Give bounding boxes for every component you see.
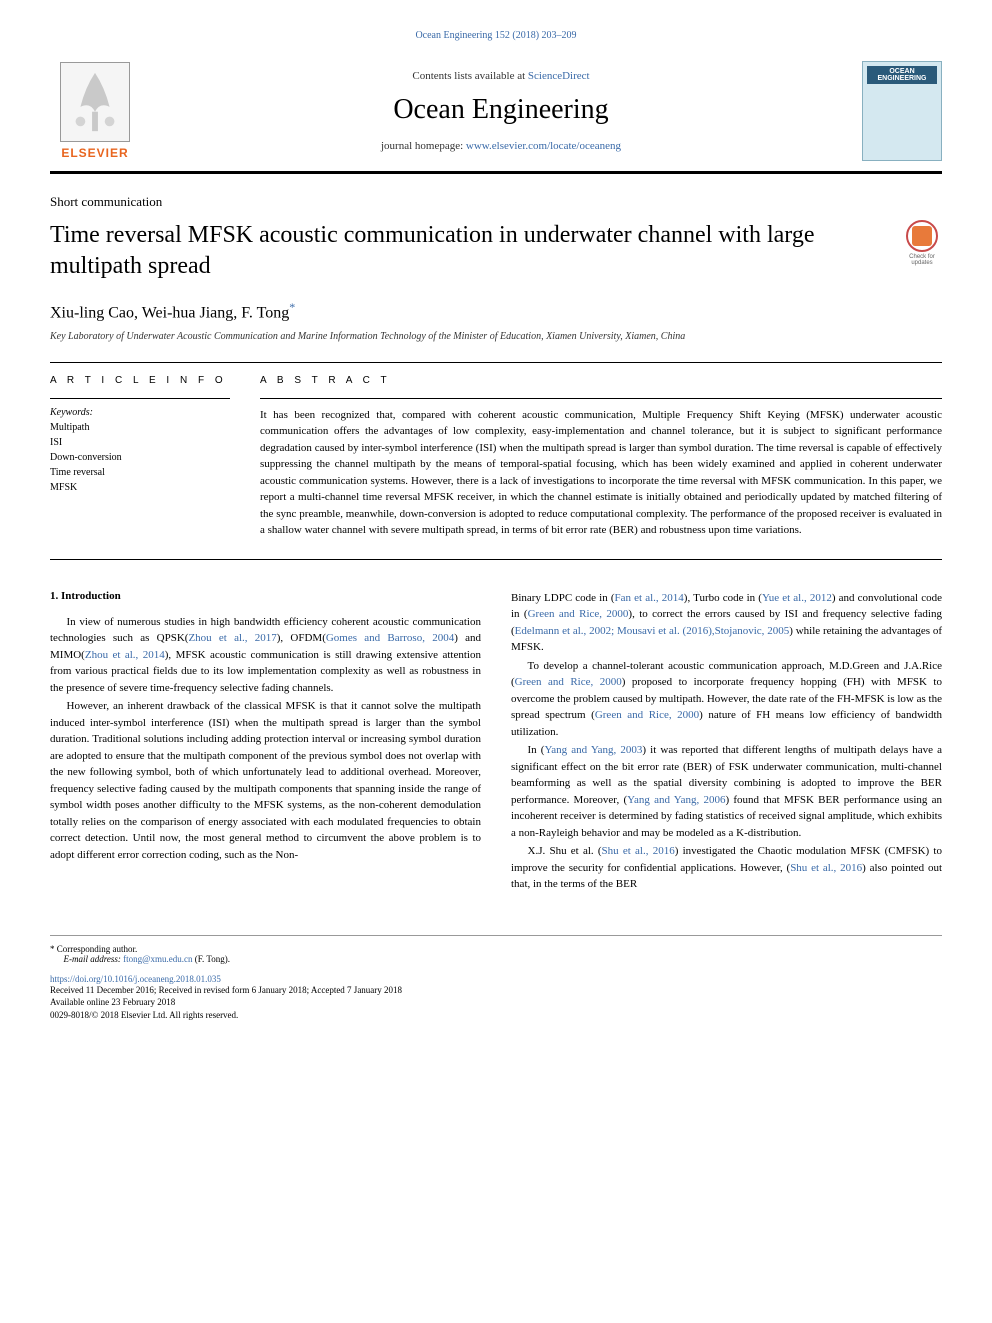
abstract-label: A B S T R A C T — [260, 375, 942, 386]
homepage-link[interactable]: www.elsevier.com/locate/oceaneng — [466, 140, 621, 152]
email-link[interactable]: ftong@xmu.edu.cn — [123, 954, 192, 964]
homepage-prefix: journal homepage: — [381, 140, 466, 152]
citation-link[interactable]: Shu et al., 2016 — [602, 845, 675, 857]
email-label: E-mail address: — [64, 954, 124, 964]
keyword-item: ISI — [50, 435, 230, 450]
body-paragraph: X.J. Shu et al. (Shu et al., 2016) inves… — [511, 843, 942, 893]
authors: Xiu-ling Cao, Wei-hua Jiang, F. Tong* — [50, 300, 942, 322]
copyright: 0029-8018/© 2018 Elsevier Ltd. All right… — [50, 1009, 942, 1022]
para-text: ), OFDM( — [277, 632, 326, 644]
divider — [50, 398, 230, 399]
divider — [260, 398, 942, 399]
citation-link[interactable]: Green and Rice, 2000 — [528, 608, 629, 620]
para-text: In ( — [528, 744, 545, 756]
sciencedirect-link[interactable]: ScienceDirect — [528, 70, 590, 82]
body-paragraph: However, an inherent drawback of the cla… — [50, 698, 481, 863]
citation-link[interactable]: Fan et al., 2014 — [615, 592, 684, 604]
available-online: Available online 23 February 2018 — [50, 996, 942, 1009]
article-history: Received 11 December 2016; Received in r… — [50, 984, 942, 997]
doi-link[interactable]: https://doi.org/10.1016/j.oceaneng.2018.… — [50, 974, 942, 984]
journal-title: Ocean Engineering — [140, 94, 862, 126]
divider — [50, 559, 942, 560]
contents-prefix: Contents lists available at — [412, 70, 527, 82]
email-line: E-mail address: ftong@xmu.edu.cn (F. Ton… — [64, 954, 943, 964]
homepage-line: journal homepage: www.elsevier.com/locat… — [140, 140, 862, 152]
body-paragraph: To develop a channel-tolerant acoustic c… — [511, 658, 942, 741]
citation-link[interactable]: Green and Rice, 2000 — [515, 676, 622, 688]
publisher-name: ELSEVIER — [61, 146, 128, 160]
article-info-label: A R T I C L E I N F O — [50, 375, 230, 386]
author-names: Xiu-ling Cao, Wei-hua Jiang, F. Tong — [50, 305, 289, 322]
crossmark-inner-icon — [912, 226, 932, 246]
keyword-item: Time reversal — [50, 465, 230, 480]
article-title: Time reversal MFSK acoustic communicatio… — [50, 220, 882, 282]
body-left-column: 1. Introduction In view of numerous stud… — [50, 590, 481, 895]
elsevier-tree-icon — [60, 62, 130, 142]
article-info: A R T I C L E I N F O Keywords: Multipat… — [50, 375, 230, 539]
citation-link[interactable]: Yang and Yang, 2006 — [627, 794, 725, 806]
section-heading: 1. Introduction — [50, 590, 481, 602]
abstract-text: It has been recognized that, compared wi… — [260, 407, 942, 539]
body-paragraph: Binary LDPC code in (Fan et al., 2014), … — [511, 590, 942, 656]
article-type: Short communication — [50, 194, 942, 210]
crossmark-circle-icon — [906, 220, 938, 252]
keyword-item: Multipath — [50, 420, 230, 435]
footer: * Corresponding author. E-mail address: … — [50, 935, 942, 1022]
citation-link[interactable]: Green and Rice, 2000 — [595, 709, 699, 721]
publisher-logo: ELSEVIER — [50, 62, 140, 160]
masthead-center: Contents lists available at ScienceDirec… — [140, 70, 862, 152]
email-name: (F. Tong). — [192, 954, 230, 964]
citation-link[interactable]: Edelmann et al., 2002; Mousavi et al. (2… — [515, 625, 790, 637]
info-abstract-row: A R T I C L E I N F O Keywords: Multipat… — [50, 375, 942, 539]
masthead: ELSEVIER Contents lists available at Sci… — [50, 61, 942, 174]
crossmark-label: Check for updates — [902, 254, 942, 266]
citation-link[interactable]: Yang and Yang, 2003 — [544, 744, 642, 756]
corresponding-mark: * — [289, 300, 295, 314]
keyword-item: MFSK — [50, 480, 230, 495]
citation-link[interactable]: Gomes and Barroso, 2004 — [326, 632, 454, 644]
contents-line: Contents lists available at ScienceDirec… — [140, 70, 862, 82]
journal-cover: OCEAN ENGINEERING — [862, 61, 942, 161]
corresponding-author-note: * Corresponding author. — [50, 944, 942, 954]
header-citation: Ocean Engineering 152 (2018) 203–209 — [50, 30, 942, 41]
para-text: ), Turbo code in ( — [684, 592, 762, 604]
cover-title: OCEAN ENGINEERING — [867, 66, 937, 84]
citation-link[interactable]: Shu et al., 2016 — [790, 862, 862, 874]
body-paragraph: In (Yang and Yang, 2003) it was reported… — [511, 742, 942, 841]
para-text: X.J. Shu et al. ( — [528, 845, 602, 857]
title-row: Time reversal MFSK acoustic communicatio… — [50, 220, 942, 300]
keywords-label: Keywords: — [50, 407, 230, 418]
citation-link[interactable]: Yue et al., 2012 — [762, 592, 832, 604]
abstract-column: A B S T R A C T It has been recognized t… — [260, 375, 942, 539]
citation-link[interactable]: Zhou et al., 2017 — [188, 632, 276, 644]
body-paragraph: In view of numerous studies in high band… — [50, 614, 481, 697]
keyword-item: Down-conversion — [50, 450, 230, 465]
body-right-column: Binary LDPC code in (Fan et al., 2014), … — [511, 590, 942, 895]
divider — [50, 362, 942, 363]
crossmark-badge[interactable]: Check for updates — [902, 220, 942, 270]
citation-link[interactable]: Zhou et al., 2014 — [85, 649, 165, 661]
affiliation: Key Laboratory of Underwater Acoustic Co… — [50, 331, 942, 342]
body-columns: 1. Introduction In view of numerous stud… — [50, 590, 942, 895]
para-text: Binary LDPC code in ( — [511, 592, 615, 604]
